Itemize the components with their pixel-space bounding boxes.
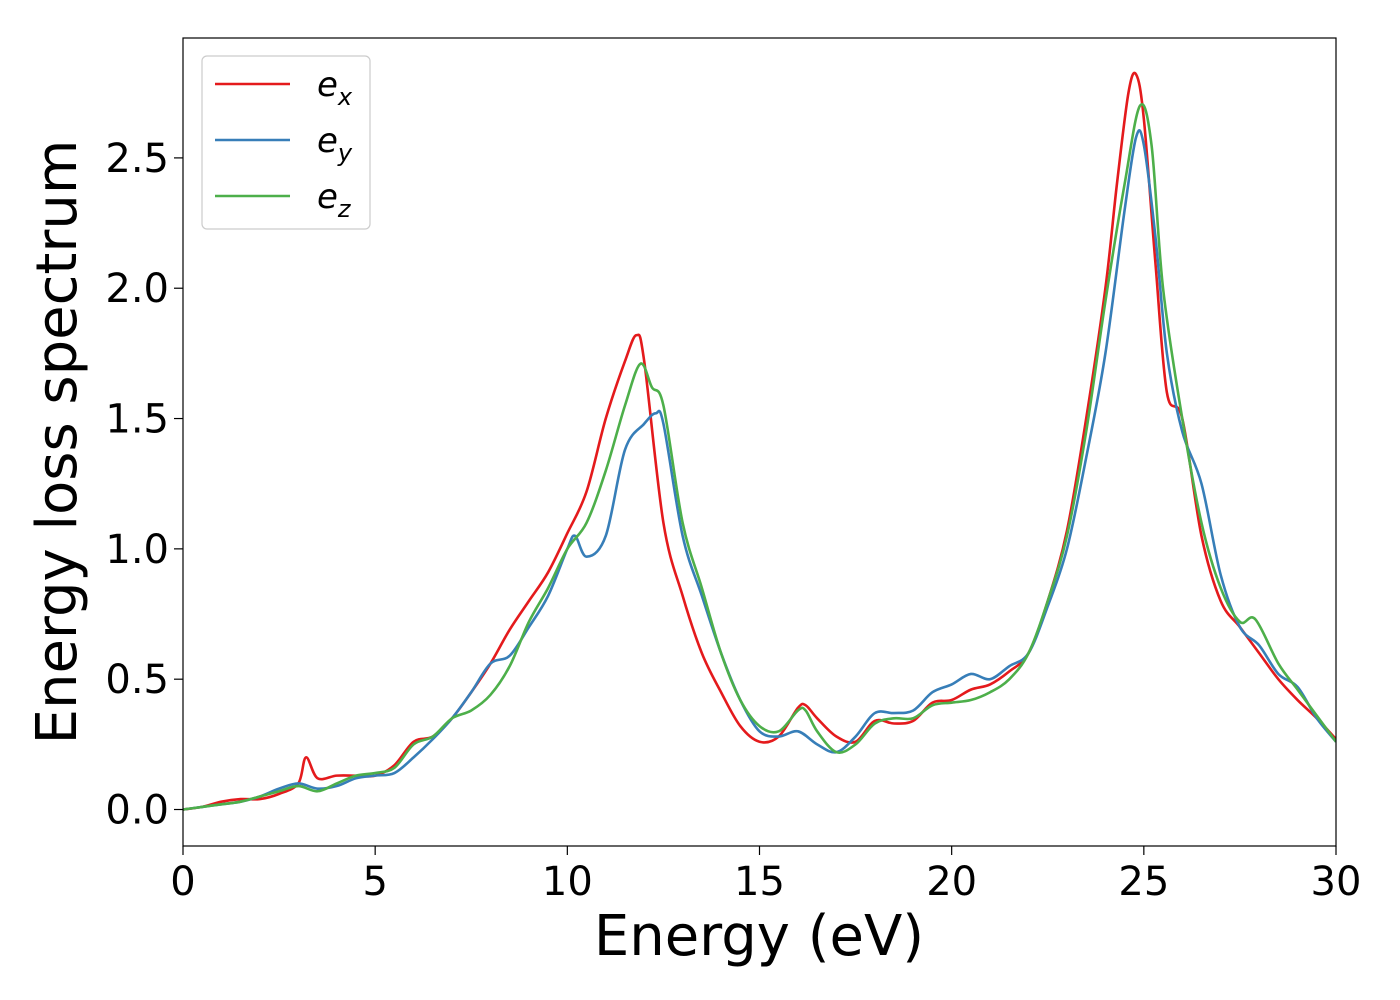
y-tick-label: 2.0	[105, 266, 169, 312]
y-tick-label: 1.0	[105, 527, 169, 573]
y-tick-label: 0.0	[105, 788, 169, 834]
legend-box	[201, 55, 371, 230]
y-tick-label: 1.5	[105, 397, 169, 443]
x-tick-label: 20	[926, 859, 977, 905]
x-tick-label: 15	[734, 859, 785, 905]
y-tick-label: 2.5	[105, 136, 169, 182]
x-tick-label: 25	[1118, 859, 1169, 905]
series-line-z	[183, 103, 1336, 811]
x-tick-label: 5	[362, 859, 387, 905]
y-axis-title: Energy loss spectrum	[25, 140, 90, 745]
y-axis-ticks: 0.0 0.5 1.0 1.5 2.0 2.5	[105, 136, 183, 834]
x-tick-label: 0	[170, 859, 195, 905]
series-line-y	[183, 129, 1336, 811]
x-axis-title: Energy (eV)	[594, 904, 924, 969]
series-layer	[183, 71, 1336, 811]
x-tick-label: 30	[1311, 859, 1362, 905]
x-tick-label: 10	[542, 859, 593, 905]
y-tick-label: 0.5	[105, 657, 169, 703]
x-axis-ticks: 0 5 10 15 20 25 30	[170, 846, 1361, 905]
